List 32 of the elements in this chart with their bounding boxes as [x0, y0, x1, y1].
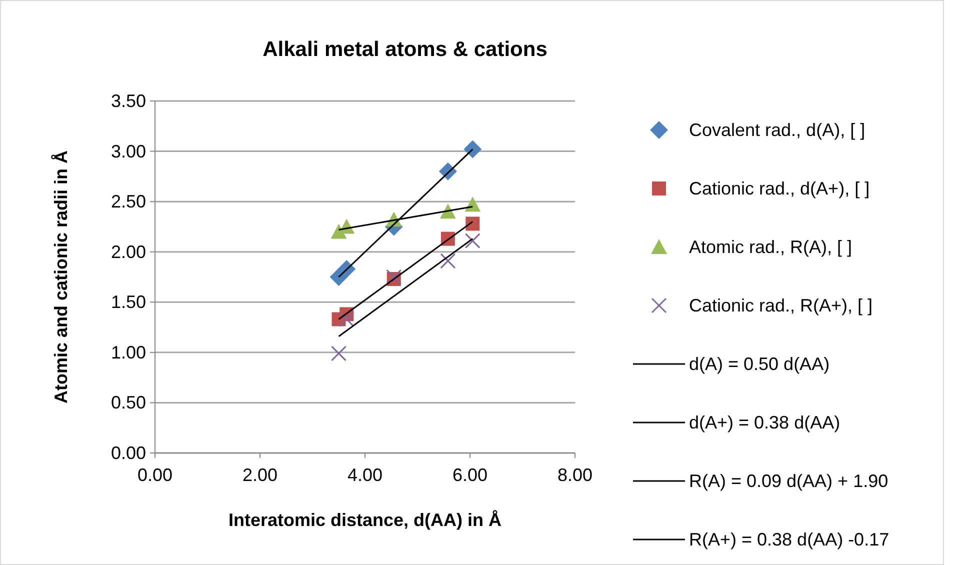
point — [464, 140, 482, 158]
point — [466, 216, 480, 231]
point — [331, 346, 346, 362]
x-tick-label: 6.00 — [452, 465, 488, 485]
point — [464, 196, 481, 212]
legend-label: Cationic rad., R(A+), [ ] — [689, 296, 873, 316]
y-tick-label: 0.50 — [110, 392, 146, 413]
point — [440, 253, 456, 269]
y-tick-label: 1.50 — [110, 292, 146, 312]
legend-label: Cationic rad., d(A+), [ ] — [689, 178, 870, 198]
legend-label: R(A) = 0.09 d(AA) + 1.90 — [689, 471, 888, 491]
legend-label: Atomic rad., R(A), [ ] — [689, 237, 852, 257]
legend-label: Covalent rad., d(A), [ ] — [689, 120, 866, 140]
point — [464, 233, 480, 249]
y-tick-label: 0.00 — [110, 443, 146, 463]
y-tick-label: 3.00 — [110, 141, 146, 162]
y-tick-label: 3.50 — [110, 91, 146, 111]
y-axis-title: Atomic and cationic radii in Å — [51, 150, 71, 404]
chart-title: Alkali metal atoms & cations — [262, 38, 548, 61]
legend-label: R(A+) = 0.38 d(AA) -0.17 — [689, 530, 890, 550]
point — [386, 269, 402, 285]
legend-label: d(A+) = 0.38 d(AA) — [689, 412, 840, 432]
y-tick-label: 2.00 — [110, 242, 146, 262]
x-tick-label: 8.00 — [557, 465, 593, 485]
y-tick-label: 1.00 — [110, 342, 146, 362]
point — [338, 311, 354, 327]
legend-label: d(A) = 0.50 d(AA) — [689, 354, 830, 374]
x-tick-label: 4.00 — [347, 465, 383, 485]
x-tick-label: 2.00 — [242, 465, 278, 485]
x-axis-title: Interatomic distance, d(AA) in Å — [228, 510, 502, 530]
x-tick-label: 0.00 — [137, 465, 173, 485]
y-tick-label: 2.50 — [110, 192, 146, 212]
